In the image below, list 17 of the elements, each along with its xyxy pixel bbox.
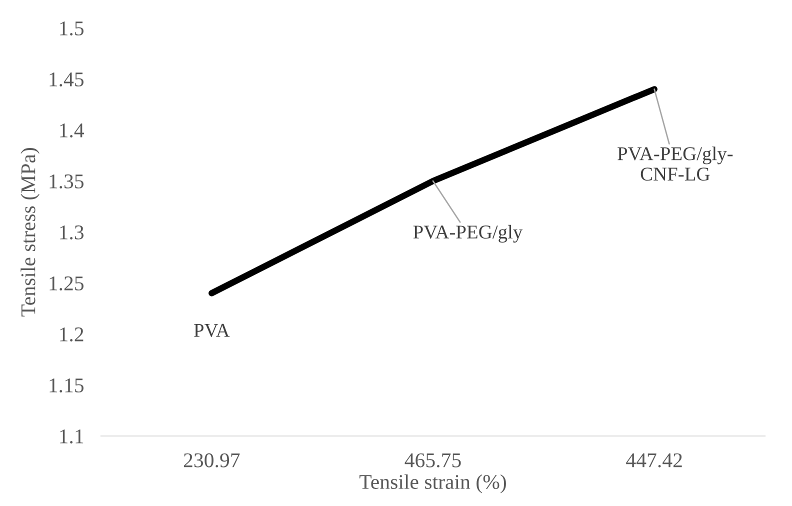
- y-tick-label: 1.15: [50, 378, 84, 393]
- x-tick-label: 230.97: [184, 453, 240, 468]
- y-tick-label: 1.1: [60, 429, 84, 444]
- y-tick-label: 1.4: [60, 123, 84, 138]
- y-tick-label: 1.5: [60, 21, 84, 36]
- annotation: PVA-PEG/gly: [413, 224, 523, 243]
- annotation: PVA-PEG/gly- CNF-LG: [618, 146, 733, 181]
- y-axis-title: Tensile stress (MPa): [20, 148, 40, 317]
- y-tick-label: 1.2: [60, 327, 84, 342]
- y-tick-label: 1.25: [50, 276, 84, 291]
- x-tick-label: 447.42: [626, 453, 682, 468]
- x-tick-label: 465.75: [404, 453, 461, 468]
- y-tick-label: 1.45: [50, 72, 84, 87]
- y-tick-label: 1.35: [50, 174, 84, 189]
- annotation: PVA: [194, 324, 230, 338]
- x-axis-title: Tensile strain (%): [359, 474, 506, 494]
- y-tick-label: 1.3: [60, 225, 84, 240]
